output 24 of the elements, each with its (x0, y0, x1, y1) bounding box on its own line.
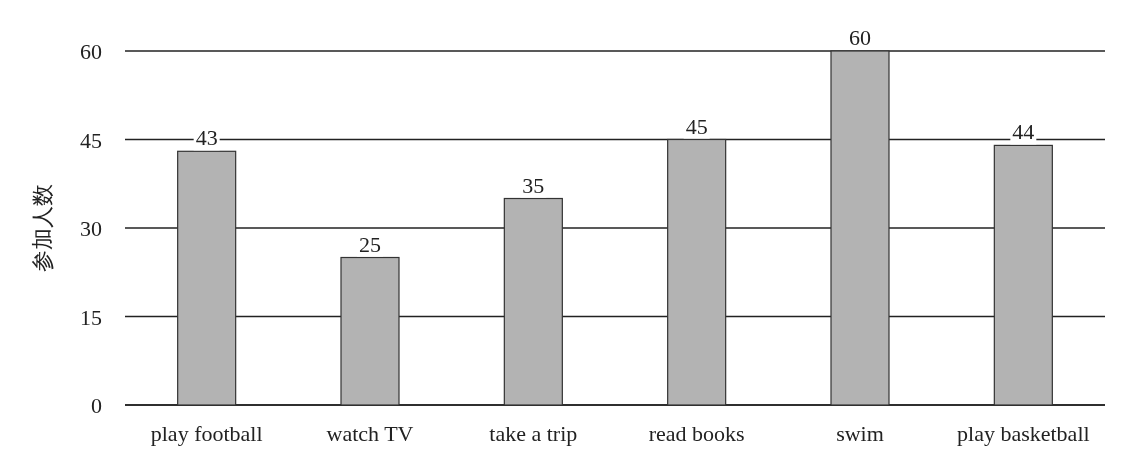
y-tick-label: 15 (80, 304, 102, 330)
x-tick-label: take a trip (489, 421, 578, 446)
bar (503, 197, 563, 406)
bar (340, 256, 400, 406)
data-label: 60 (849, 25, 871, 50)
data-label: 43 (195, 125, 218, 151)
y-tick-label: 45 (80, 127, 102, 153)
x-tick-label: play football (150, 421, 263, 446)
bar (993, 144, 1053, 406)
x-tick-label: swim (836, 421, 884, 446)
x-tick-label: watch TV (326, 421, 414, 446)
y-tick-label: 60 (80, 39, 102, 64)
bar (667, 138, 727, 406)
data-label: 35 (522, 172, 545, 198)
bar (830, 50, 890, 406)
x-tick-label: play basketball (957, 421, 1090, 446)
y-tick-label: 30 (80, 216, 102, 241)
bar (177, 150, 237, 406)
y-tick-label: 0 (91, 393, 102, 418)
data-label: 44 (1012, 119, 1035, 145)
data-label: 45 (685, 113, 708, 139)
y-axis-title: 参加人数 (30, 184, 55, 272)
data-label: 25 (359, 231, 381, 257)
x-tick-label: read books (648, 421, 745, 446)
